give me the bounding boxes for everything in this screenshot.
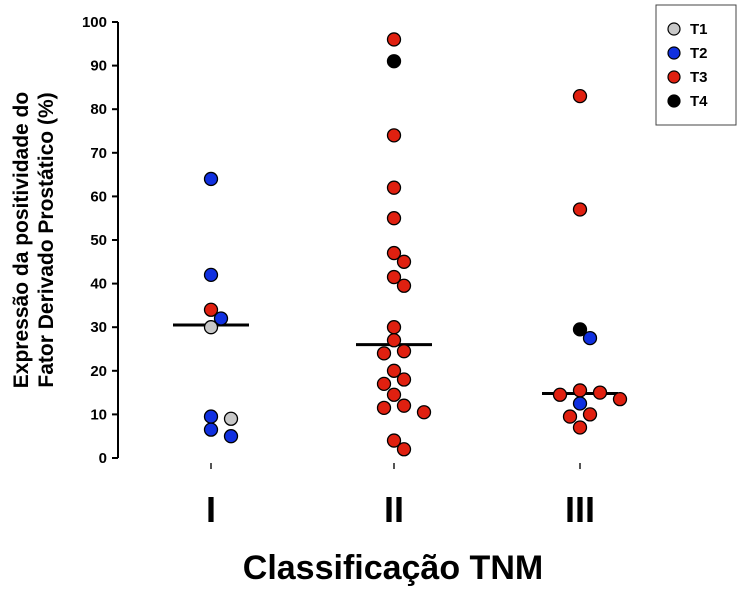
point-t1 — [223, 411, 239, 426]
legend-label: T3 — [690, 69, 708, 86]
point-t2 — [582, 330, 598, 346]
legend: T1 T2 T3 T4 — [655, 4, 737, 126]
point-t3 — [572, 202, 588, 217]
point-t2 — [213, 311, 229, 326]
point-t3 — [396, 398, 412, 413]
point-t2 — [203, 422, 219, 437]
y-tick-label: 30 — [90, 319, 107, 336]
point-t3 — [572, 420, 588, 435]
y-tick-label: 0 — [99, 450, 107, 467]
point-t3 — [396, 372, 412, 387]
y-axis-label-line1: Expressão da positividade do — [10, 92, 33, 388]
point-t3 — [386, 320, 402, 335]
y-tick-label: 90 — [90, 58, 107, 75]
point-t3 — [386, 333, 402, 348]
point-t3 — [376, 376, 392, 392]
legend-marker-t2 — [667, 46, 681, 60]
legend-marker-t3 — [667, 70, 681, 84]
point-t4 — [572, 322, 588, 337]
data-points — [203, 32, 628, 457]
point-t3 — [386, 180, 402, 195]
point-t3 — [572, 383, 588, 398]
point-t3 — [582, 407, 598, 422]
x-category-label: I — [206, 489, 216, 530]
point-t3 — [396, 344, 412, 359]
legend-label: T1 — [690, 21, 708, 38]
point-t1 — [203, 320, 219, 335]
point-t3 — [386, 32, 402, 47]
point-t3 — [612, 391, 628, 407]
point-t3 — [386, 387, 402, 402]
y-axis: 0 10 20 30 40 50 60 70 80 90 100 — [82, 14, 119, 467]
y-tick-label: 50 — [90, 232, 107, 249]
legend-marker-t1 — [667, 22, 681, 36]
x-category-label: II — [384, 489, 404, 530]
point-t3 — [386, 211, 402, 226]
point-t3 — [386, 269, 402, 285]
legend-marker-t4 — [667, 94, 681, 108]
point-t3 — [386, 363, 402, 378]
point-t3 — [386, 128, 402, 143]
y-tick-label: 60 — [90, 188, 107, 205]
point-t2 — [203, 409, 219, 424]
point-t2 — [203, 267, 219, 283]
point-t3 — [376, 346, 392, 361]
point-t2 — [572, 396, 588, 411]
y-axis-label-line2: Fator Derivado Prostático (%) — [35, 92, 58, 387]
point-t3 — [396, 254, 412, 269]
point-t3 — [592, 385, 608, 400]
y-tick-label: 100 — [82, 14, 107, 31]
point-t4 — [386, 54, 402, 69]
point-t2 — [223, 429, 239, 444]
point-t2 — [203, 171, 219, 187]
point-t3 — [562, 409, 578, 424]
legend-label: T2 — [690, 45, 708, 62]
y-tick-label: 80 — [90, 101, 107, 118]
x-axis-categories: I II III — [206, 463, 595, 530]
point-t3 — [386, 245, 402, 261]
x-category-label: III — [565, 489, 595, 530]
y-tick-label: 40 — [90, 276, 107, 293]
point-t3 — [396, 278, 412, 293]
point-t3 — [396, 442, 412, 457]
point-t3 — [552, 387, 568, 402]
x-axis-label: Classificação TNM — [243, 549, 543, 587]
point-t3 — [203, 302, 219, 317]
point-t3 — [386, 433, 402, 448]
legend-label: T4 — [690, 93, 708, 110]
point-t3 — [376, 400, 392, 416]
point-t3 — [416, 405, 432, 420]
y-tick-label: 70 — [90, 145, 107, 162]
y-tick-label: 20 — [90, 363, 107, 380]
y-tick-label: 10 — [90, 406, 107, 423]
point-t3 — [572, 88, 588, 104]
